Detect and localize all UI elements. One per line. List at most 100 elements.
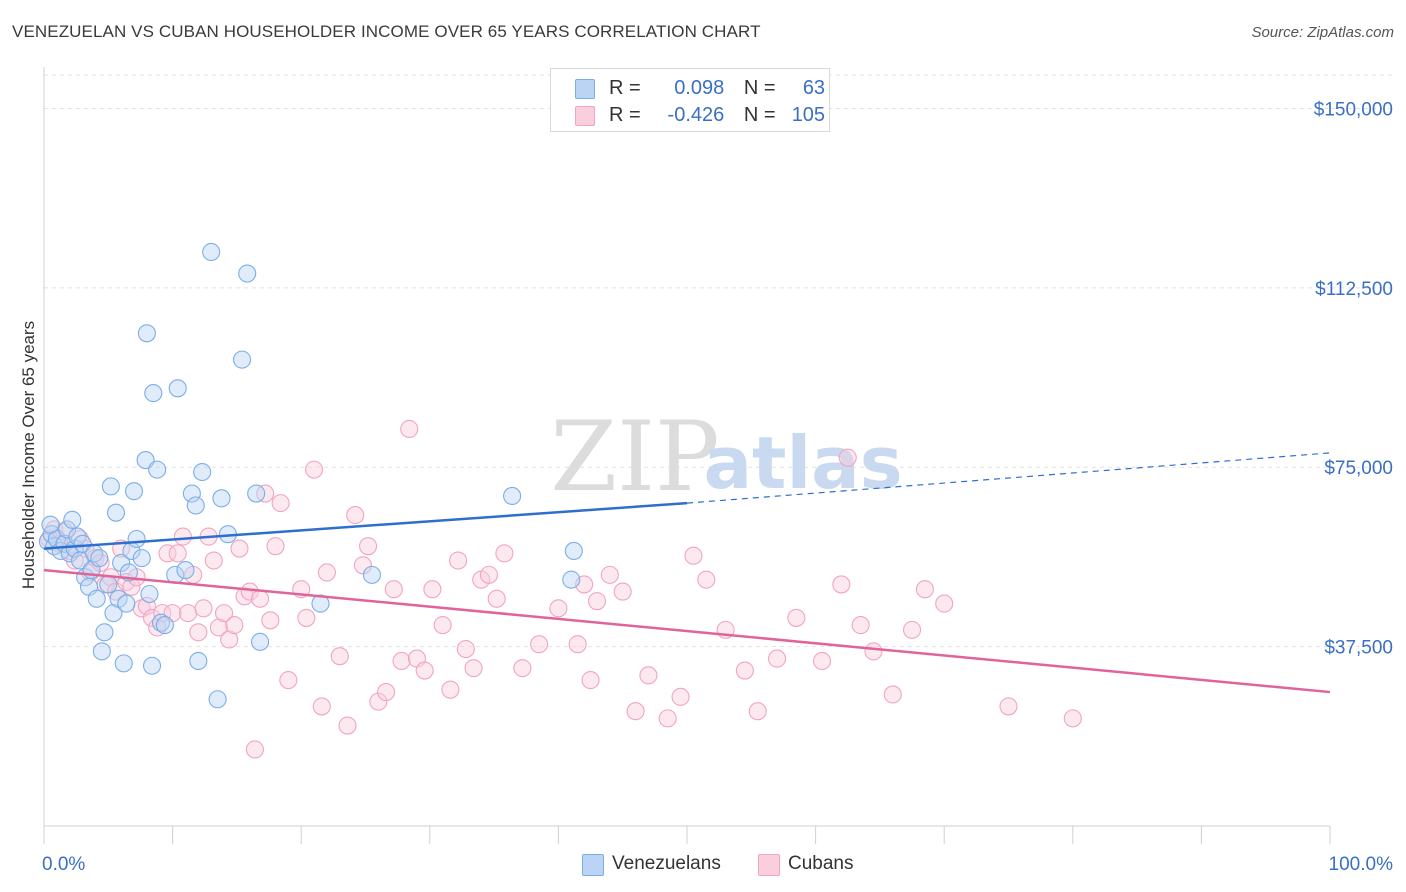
cubans-swatch xyxy=(575,106,595,126)
data-point xyxy=(568,635,587,654)
data-point xyxy=(136,451,155,470)
data-point xyxy=(186,496,205,515)
source-credit: Source: ZipAtlas.com xyxy=(1251,24,1394,41)
data-point xyxy=(63,510,82,529)
data-point xyxy=(245,740,264,759)
data-point xyxy=(449,551,468,570)
data-point xyxy=(433,616,452,635)
data-point xyxy=(562,570,581,589)
data-point xyxy=(935,594,954,613)
watermark-zip: ZIP xyxy=(550,401,719,513)
data-point xyxy=(271,494,290,513)
data-point xyxy=(124,482,144,501)
legend-n-label: N = xyxy=(743,104,776,126)
data-point xyxy=(441,680,460,699)
data-point xyxy=(464,659,483,678)
data-point xyxy=(369,692,388,711)
venezuelans-swatch xyxy=(582,854,604,876)
venezuelans-swatch xyxy=(575,79,595,99)
data-point xyxy=(158,544,177,563)
data-point xyxy=(92,642,111,661)
watermark: ZIP atlas xyxy=(550,401,902,513)
data-point xyxy=(305,460,324,479)
data-point xyxy=(600,565,619,584)
data-point xyxy=(144,384,163,403)
data-point xyxy=(279,671,298,690)
bottom-legend-label: Cubans xyxy=(788,853,854,874)
data-point xyxy=(346,506,365,525)
data-point xyxy=(220,630,239,649)
watermark-atlas: atlas xyxy=(703,421,902,505)
y-axis-label: Householder Income Over 65 years xyxy=(19,320,38,590)
data-point xyxy=(95,623,114,642)
data-point xyxy=(148,460,167,479)
data-point xyxy=(212,489,231,508)
data-point xyxy=(697,570,716,589)
data-point xyxy=(581,671,600,690)
legend-r-value: 0.098 xyxy=(674,77,725,99)
data-point xyxy=(999,697,1018,716)
data-point xyxy=(297,608,316,627)
data-point xyxy=(915,580,934,599)
legend-n-value: 105 xyxy=(791,104,826,126)
data-point xyxy=(530,635,549,654)
data-point xyxy=(182,484,201,503)
data-point xyxy=(735,661,754,680)
data-point xyxy=(564,541,583,561)
data-point xyxy=(864,642,883,661)
data-point xyxy=(137,596,156,616)
data-point xyxy=(658,709,677,728)
data-point xyxy=(671,687,690,706)
data-point xyxy=(415,661,434,680)
data-point xyxy=(377,683,396,702)
legend-r-label: R = xyxy=(609,104,641,126)
data-point xyxy=(230,539,249,558)
data-point xyxy=(639,666,658,685)
x-tick-labels: 0.0% 100.0% xyxy=(42,854,1393,875)
data-point xyxy=(812,651,832,671)
data-point xyxy=(684,546,703,565)
data-point xyxy=(883,685,902,704)
data-point xyxy=(132,549,151,568)
data-point xyxy=(153,604,172,623)
data-point xyxy=(250,589,270,608)
data-point xyxy=(204,551,223,570)
data-point xyxy=(41,515,60,534)
data-point xyxy=(60,544,79,563)
data-point xyxy=(384,580,403,599)
data-point xyxy=(902,620,922,639)
y-tick-label: $112,500 xyxy=(1315,279,1393,300)
data-point xyxy=(359,537,378,556)
data-point xyxy=(838,448,857,467)
data-point xyxy=(106,503,126,522)
data-point xyxy=(261,611,280,630)
data-point xyxy=(137,324,156,343)
data-point xyxy=(400,419,419,439)
bottom-legend-label: Venezuelans xyxy=(612,853,721,874)
data-point xyxy=(114,654,133,673)
data-point xyxy=(140,584,159,604)
data-point xyxy=(423,580,442,599)
data-point xyxy=(338,716,357,735)
data-point xyxy=(99,575,118,594)
data-point xyxy=(613,582,632,601)
data-point xyxy=(495,544,514,563)
venezuelans-trend-line xyxy=(43,501,688,550)
data-point xyxy=(101,477,120,496)
data-point xyxy=(193,462,212,482)
y-tick-labels: $37,500 $75,000 $112,500 $150,000 xyxy=(1314,99,1393,658)
data-point xyxy=(330,647,349,666)
data-point xyxy=(112,553,131,572)
data-point xyxy=(194,599,213,618)
data-point xyxy=(549,599,568,618)
data-point xyxy=(456,639,475,659)
data-point xyxy=(117,594,136,613)
legend-n-label: N = xyxy=(743,77,776,99)
data-point xyxy=(168,379,187,398)
data-point xyxy=(247,484,266,503)
data-point xyxy=(487,589,506,608)
data-point xyxy=(208,690,227,709)
chart-title: VENEZUELAN VS CUBAN HOUSEHOLDER INCOME O… xyxy=(12,22,761,41)
y-tick-label: $150,000 xyxy=(1314,99,1393,120)
